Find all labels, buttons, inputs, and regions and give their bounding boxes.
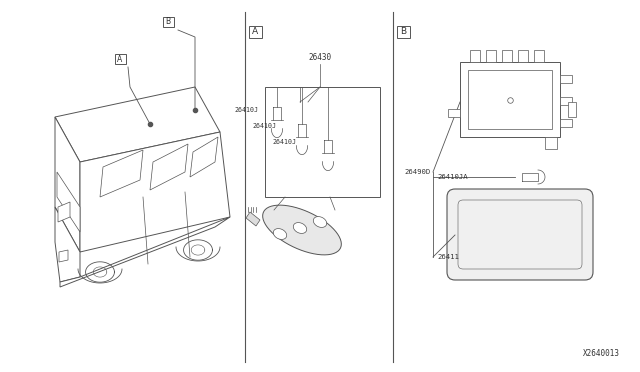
Polygon shape xyxy=(262,205,341,255)
FancyBboxPatch shape xyxy=(447,189,593,280)
Polygon shape xyxy=(314,217,326,227)
Bar xyxy=(545,137,557,149)
Bar xyxy=(502,50,512,62)
Polygon shape xyxy=(57,172,80,232)
Bar xyxy=(248,26,262,38)
Bar xyxy=(115,54,125,64)
Polygon shape xyxy=(100,150,143,197)
Polygon shape xyxy=(55,207,80,282)
Text: B: B xyxy=(400,28,406,36)
Polygon shape xyxy=(60,217,230,287)
Text: A: A xyxy=(117,55,123,64)
Text: 26410J: 26410J xyxy=(252,123,276,129)
Text: 26410J: 26410J xyxy=(234,107,258,113)
Polygon shape xyxy=(59,250,68,262)
Bar xyxy=(468,70,552,129)
Polygon shape xyxy=(55,117,80,252)
Bar xyxy=(163,17,173,27)
Polygon shape xyxy=(273,228,287,240)
Bar xyxy=(460,62,560,137)
Bar xyxy=(534,50,544,62)
Bar xyxy=(448,109,460,117)
Text: X2640013: X2640013 xyxy=(583,350,620,359)
Bar xyxy=(397,26,410,38)
Polygon shape xyxy=(58,202,70,222)
Polygon shape xyxy=(246,212,260,226)
Text: 26411: 26411 xyxy=(437,254,459,260)
Text: A: A xyxy=(252,28,258,36)
Text: B: B xyxy=(165,17,171,26)
Polygon shape xyxy=(55,87,220,162)
Text: 26410JA: 26410JA xyxy=(437,174,468,180)
Bar xyxy=(560,75,572,83)
Bar xyxy=(560,119,572,127)
Bar xyxy=(470,50,480,62)
Bar xyxy=(265,87,380,197)
Bar xyxy=(560,97,572,105)
Text: 26410J: 26410J xyxy=(272,139,296,145)
Text: 26490D: 26490D xyxy=(404,169,431,175)
Polygon shape xyxy=(190,137,218,177)
Polygon shape xyxy=(150,144,188,190)
Bar xyxy=(486,50,496,62)
Polygon shape xyxy=(80,132,230,252)
Bar xyxy=(518,50,528,62)
Polygon shape xyxy=(293,222,307,233)
Text: 26430: 26430 xyxy=(308,53,332,62)
Bar xyxy=(568,102,576,117)
